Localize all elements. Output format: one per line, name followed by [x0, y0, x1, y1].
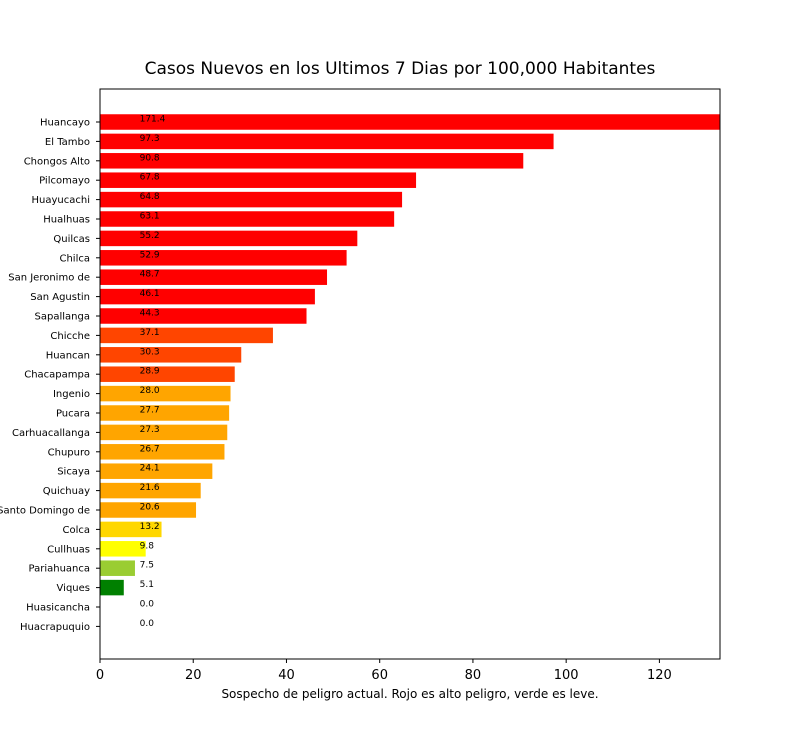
bar-value-label: 27.3 [140, 425, 160, 435]
y-tick-label: San Agustin [30, 292, 90, 303]
y-tick-label: Pilcomayo [39, 176, 90, 187]
y-tick-label: Carhuacallanga [12, 428, 90, 439]
bar [100, 579, 124, 596]
y-tick-label: San Jeronimo de [8, 273, 90, 284]
x-tick-label: 40 [278, 668, 295, 683]
bar-value-label: 90.8 [140, 153, 160, 163]
bar-value-label: 13.2 [140, 522, 160, 532]
y-tick-label: Quilcas [53, 234, 90, 245]
y-tick-label: Huancayo [40, 118, 90, 129]
bar [100, 347, 242, 363]
bar-value-label: 0.0 [140, 619, 155, 629]
x-tick-label: 20 [185, 668, 202, 683]
bar-value-labels: 171.4 97.3 90.8 67.8 64.8 63.1 55.2 52.9 48.7 46.… [140, 115, 166, 629]
bar-value-label: 97.3 [140, 134, 160, 144]
x-tick-label: 60 [371, 668, 388, 683]
y-axis-ticks: Huancayo El Tambo Chongos Alto Pilcomayo Hua… [0, 118, 100, 633]
bar [100, 250, 347, 266]
y-tick-label: Chupuro [48, 447, 90, 458]
bar-value-label: 37.1 [140, 328, 160, 338]
y-tick-label: Sicaya [57, 467, 90, 478]
x-tick-label: 80 [465, 668, 482, 683]
y-tick-label: El Tambo [45, 137, 90, 148]
bar [100, 424, 228, 441]
plot-frame [99, 88, 721, 660]
bar [100, 463, 213, 479]
bar-value-label: 20.6 [140, 503, 160, 513]
x-tick-label: 120 [647, 668, 672, 683]
y-tick-label: Hualhuas [43, 215, 90, 226]
x-axis-ticks: 0 20 40 60 80 100 120 [96, 659, 672, 683]
bar-value-label: 46.1 [140, 289, 160, 299]
y-tick-label: Chacapampa [24, 370, 90, 381]
bar-value-label: 24.1 [140, 464, 160, 474]
y-tick-label: Chongos Alto [24, 156, 90, 167]
x-tick-label: 0 [96, 668, 104, 683]
bar [100, 172, 417, 188]
bar [100, 405, 230, 421]
y-tick-label: Cullhuas [47, 544, 90, 555]
y-tick-label: Ingenio [53, 389, 90, 400]
bar-value-label: 27.7 [140, 406, 160, 416]
y-tick-label: Santo Domingo de [0, 506, 90, 517]
bar-value-label: 171.4 [140, 115, 166, 125]
y-tick-label: Huacrapuquio [20, 622, 90, 633]
x-axis-label: Sospecho de peligro actual. Rojo es alto… [221, 687, 598, 701]
bar [100, 385, 231, 402]
bar [100, 308, 307, 324]
bar-value-label: 48.7 [140, 270, 160, 280]
bar [100, 366, 235, 382]
bar-value-label: 52.9 [140, 250, 160, 260]
y-tick-label: Pariahuanca [29, 564, 91, 575]
y-tick-label: Colca [62, 525, 90, 536]
bar [100, 133, 554, 150]
bar [100, 502, 197, 518]
y-tick-label: Huasicancha [26, 603, 90, 614]
bar [100, 114, 720, 130]
y-tick-label: Chicche [50, 331, 90, 342]
bar [100, 521, 162, 538]
bar-value-label: 0.0 [140, 600, 155, 610]
bar-value-label: 7.5 [140, 561, 154, 571]
bar-value-label: 26.7 [140, 444, 160, 454]
bar-value-label: 64.8 [140, 192, 160, 202]
bar-value-label: 30.3 [140, 347, 160, 357]
bar [100, 211, 395, 227]
bar [100, 288, 315, 305]
bar [100, 541, 146, 557]
y-tick-label: Sapallanga [35, 312, 90, 323]
bar-value-label: 9.8 [140, 541, 155, 551]
bar [100, 327, 273, 344]
bar-value-label: 44.3 [140, 309, 160, 319]
y-tick-label: Huancan [46, 350, 90, 361]
bar-value-label: 55.2 [140, 231, 160, 241]
bar [100, 230, 358, 247]
y-tick-label: Quichuay [43, 486, 90, 497]
bar [100, 153, 524, 169]
bar-value-label: 63.1 [140, 212, 160, 222]
x-tick-label: 100 [554, 668, 579, 683]
bar-value-label: 67.8 [140, 173, 160, 183]
bar [100, 444, 225, 460]
bar-value-label: 28.9 [140, 367, 160, 377]
bar-value-label: 28.0 [140, 386, 160, 396]
y-tick-label: Viques [57, 583, 90, 594]
bar [100, 191, 403, 208]
bar-value-label: 5.1 [140, 580, 154, 590]
y-tick-label: Chilca [59, 253, 90, 264]
chart-title: Casos Nuevos en los Ultimos 7 Dias por 1… [145, 59, 656, 79]
bar-value-label: 21.6 [140, 483, 160, 493]
bars-group [100, 114, 720, 596]
y-tick-label: Huayucachi [32, 195, 90, 206]
y-tick-label: Pucara [56, 409, 90, 420]
bar [100, 482, 201, 499]
bar [100, 560, 135, 576]
bar [100, 269, 328, 285]
